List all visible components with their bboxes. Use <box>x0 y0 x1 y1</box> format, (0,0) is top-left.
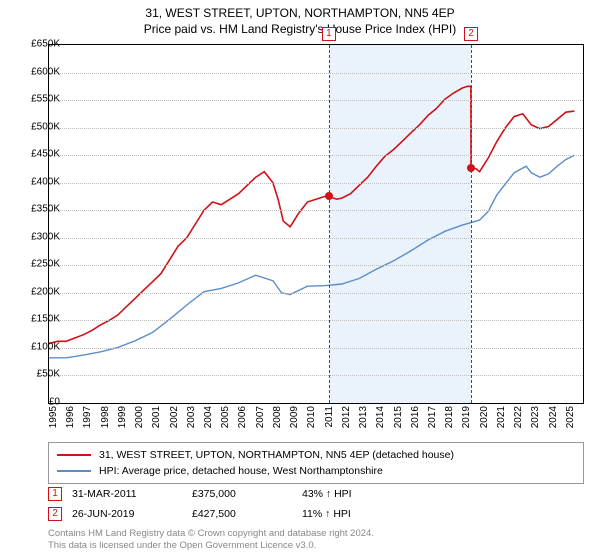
legend-label-2: HPI: Average price, detached house, West… <box>99 465 383 477</box>
gridline-h <box>49 320 583 321</box>
gridline-h <box>49 183 583 184</box>
event-price-2: £427,500 <box>192 508 302 520</box>
y-axis-label: £50K <box>16 369 60 380</box>
gridline-h <box>49 128 583 129</box>
event-row-1: 1 31-MAR-2011 £375,000 43% ↑ HPI <box>48 484 352 504</box>
event-delta-1: 43% ↑ HPI <box>302 488 352 500</box>
y-axis-label: £550K <box>16 94 60 105</box>
legend-row-series-1: 31, WEST STREET, UPTON, NORTHAMPTON, NN5… <box>57 447 575 463</box>
event-row-2: 2 26-JUN-2019 £427,500 11% ↑ HPI <box>48 504 352 524</box>
x-axis-label: 2021 <box>496 406 507 436</box>
y-axis-label: £350K <box>16 204 60 215</box>
x-axis-label: 2020 <box>479 406 490 436</box>
footer-line-2: This data is licensed under the Open Gov… <box>48 540 374 552</box>
x-axis-label: 2011 <box>324 406 335 436</box>
chart-lines-svg <box>49 45 583 403</box>
y-axis-label: £300K <box>16 231 60 242</box>
series-line <box>49 155 574 358</box>
x-axis-label: 2023 <box>530 406 541 436</box>
x-axis-label: 2016 <box>410 406 421 436</box>
x-axis-label: 2025 <box>565 406 576 436</box>
x-axis-label: 2004 <box>203 406 214 436</box>
event-marker-2: 2 <box>48 507 62 521</box>
x-axis-label: 2006 <box>237 406 248 436</box>
x-axis-label: 2017 <box>427 406 438 436</box>
y-axis-label: £150K <box>16 314 60 325</box>
event-marker-line <box>471 45 472 403</box>
x-axis-label: 2005 <box>220 406 231 436</box>
x-axis-label: 1997 <box>82 406 93 436</box>
event-marker-line <box>329 45 330 403</box>
legend-swatch-2 <box>57 470 91 472</box>
y-axis-label: £650K <box>16 39 60 50</box>
event-marker-flag: 2 <box>464 27 478 41</box>
x-axis-label: 2007 <box>255 406 266 436</box>
gridline-h <box>49 293 583 294</box>
event-marker-dot <box>467 164 475 172</box>
x-axis-label: 2019 <box>461 406 472 436</box>
gridline-h <box>49 100 583 101</box>
legend-box: 31, WEST STREET, UPTON, NORTHAMPTON, NN5… <box>48 442 584 484</box>
x-axis-label: 2000 <box>134 406 145 436</box>
x-axis-label: 2024 <box>548 406 559 436</box>
x-axis-label: 2008 <box>272 406 283 436</box>
y-axis-label: £250K <box>16 259 60 270</box>
x-axis-label: 2001 <box>151 406 162 436</box>
x-axis-label: 1996 <box>65 406 76 436</box>
gridline-h <box>49 265 583 266</box>
event-marker-1: 1 <box>48 487 62 501</box>
series-line <box>49 86 574 343</box>
events-block: 1 31-MAR-2011 £375,000 43% ↑ HPI 2 26-JU… <box>48 484 352 524</box>
title-block: 31, WEST STREET, UPTON, NORTHAMPTON, NN5… <box>0 0 600 38</box>
legend-label-1: 31, WEST STREET, UPTON, NORTHAMPTON, NN5… <box>99 449 454 461</box>
x-axis-label: 2015 <box>393 406 404 436</box>
title-main: 31, WEST STREET, UPTON, NORTHAMPTON, NN5… <box>0 6 600 20</box>
x-axis-label: 2022 <box>513 406 524 436</box>
y-axis-label: £400K <box>16 176 60 187</box>
event-marker-dot <box>325 192 333 200</box>
event-marker-flag: 1 <box>322 27 336 41</box>
x-axis-label: 2012 <box>341 406 352 436</box>
y-axis-label: £500K <box>16 121 60 132</box>
gridline-h <box>49 210 583 211</box>
gridline-h <box>49 73 583 74</box>
x-axis-label: 2002 <box>169 406 180 436</box>
x-axis-label: 2013 <box>358 406 369 436</box>
legend-row-series-2: HPI: Average price, detached house, West… <box>57 463 575 479</box>
x-axis-label: 2009 <box>289 406 300 436</box>
footer-attribution: Contains HM Land Registry data © Crown c… <box>48 528 374 552</box>
gridline-h <box>49 348 583 349</box>
y-axis-label: £600K <box>16 66 60 77</box>
x-axis-label: 1998 <box>100 406 111 436</box>
x-axis-label: 2003 <box>186 406 197 436</box>
x-axis-label: 2010 <box>306 406 317 436</box>
legend-swatch-1 <box>57 454 91 456</box>
footer-line-1: Contains HM Land Registry data © Crown c… <box>48 528 374 540</box>
x-axis-label: 2014 <box>375 406 386 436</box>
gridline-h <box>49 375 583 376</box>
chart-container: 31, WEST STREET, UPTON, NORTHAMPTON, NN5… <box>0 0 600 560</box>
event-price-1: £375,000 <box>192 488 302 500</box>
event-date-1: 31-MAR-2011 <box>72 488 192 500</box>
event-delta-2: 11% ↑ HPI <box>302 508 351 520</box>
y-axis-label: £100K <box>16 341 60 352</box>
title-sub: Price paid vs. HM Land Registry's House … <box>0 22 600 36</box>
x-axis-label: 1999 <box>117 406 128 436</box>
x-axis-label: 2018 <box>444 406 455 436</box>
x-axis-label: 1995 <box>48 406 59 436</box>
y-axis-label: £200K <box>16 286 60 297</box>
y-axis-label: £450K <box>16 149 60 160</box>
gridline-h <box>49 238 583 239</box>
chart-plot-area: 12 <box>48 44 584 404</box>
gridline-h <box>49 155 583 156</box>
event-date-2: 26-JUN-2019 <box>72 508 192 520</box>
